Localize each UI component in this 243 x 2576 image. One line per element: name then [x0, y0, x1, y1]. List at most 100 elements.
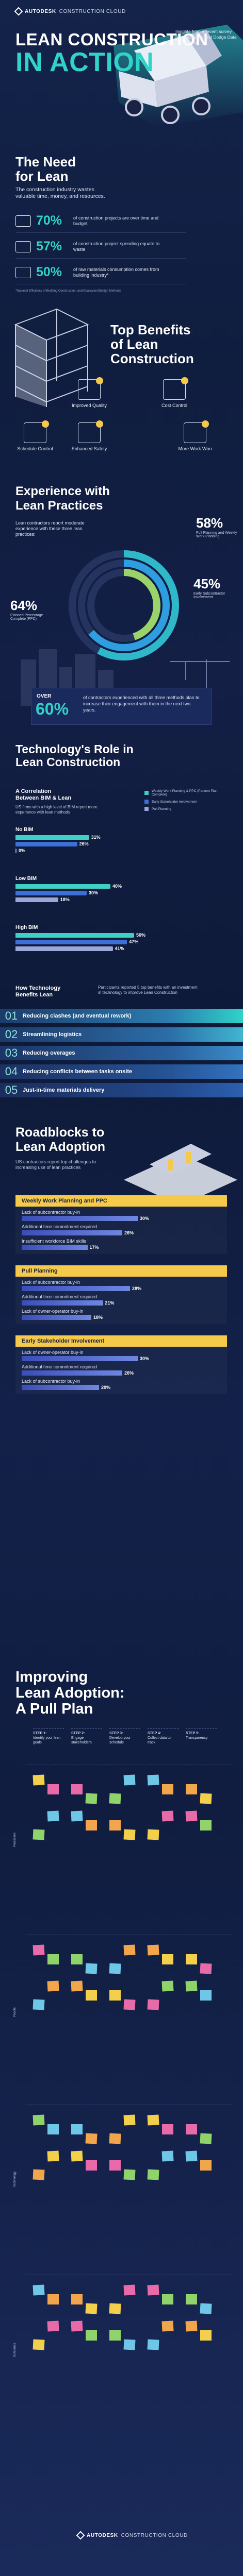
bim-bar: [15, 835, 89, 840]
roadblock-bar: [22, 1370, 122, 1376]
how-title-line2: Benefits Lean: [15, 992, 53, 998]
sticky-note: [109, 2133, 121, 2144]
tech-benefit-text: Streamlining logistics: [23, 1031, 82, 1038]
step-head: STEP 4: Collect data to track: [148, 1728, 179, 1745]
sticky-note: [47, 2320, 59, 2332]
sticky-note: [47, 2124, 59, 2134]
bim-group: Low BIM 40% 30% 18%: [15, 876, 232, 904]
sticky-note: [186, 2124, 197, 2134]
sticky-note: [162, 2294, 173, 2304]
sticky-note: [86, 1990, 97, 2001]
pull-plan-title: Improving Lean Adoption: A Pull Plan: [15, 1669, 125, 1717]
safety-icon: [78, 420, 103, 443]
sticky-note: [186, 1954, 197, 1964]
benefits-title-line3: Construction: [110, 351, 194, 366]
roadblock-bar: [22, 1245, 88, 1250]
roadblock-bar: [22, 1385, 99, 1390]
sticky-note: [147, 1774, 159, 1786]
autodesk-logo-icon: [14, 7, 23, 16]
experience-title-line1: Experience with: [15, 484, 110, 498]
sticky-note: [71, 2320, 83, 2332]
roadblock-value: 30%: [140, 1216, 150, 1221]
sticky-note: [123, 2339, 136, 2350]
roadblock-bar-row: 18%: [22, 1315, 227, 1320]
work-won-icon: [184, 420, 209, 443]
stat-value: 70%: [36, 213, 62, 228]
bim-bar-value: 47%: [129, 939, 139, 944]
sticky-note: [85, 1963, 98, 1974]
sticky-note: [86, 1820, 97, 1831]
pull-plan-row-label: Outcomes: [13, 2343, 17, 2357]
tech-title: Technology's Role in Lean Construction: [15, 743, 134, 769]
sticky-note: [123, 1999, 136, 2010]
roadblocks-intro: US contractors report top challenges to …: [15, 1159, 96, 1170]
quality-check-icon: [78, 377, 103, 400]
step-label: STEP 2:: [71, 1732, 85, 1735]
roadblock-bar-row: 26%: [22, 1230, 227, 1235]
ring-value: 64%: [10, 598, 38, 613]
sticky-note: [109, 2330, 121, 2341]
over-60-callout: OVER 60% of contractors experienced with…: [31, 688, 212, 725]
benefits-title-line1: Top Benefits: [110, 322, 191, 337]
sticky-note: [86, 2160, 97, 2171]
bim-bar-row: 26%: [15, 841, 232, 846]
bim-bar: [15, 848, 17, 853]
roadblock-label: Lack of subcontractor buy-in: [22, 1280, 80, 1285]
bim-bar-row: 41%: [15, 946, 232, 951]
pull-plan-step: STEP 1: Identify your lean goals: [33, 1728, 64, 1745]
stat-row: 57% of construction project spending equ…: [15, 239, 186, 259]
tech-title-line1: Technology's Role in: [15, 742, 134, 756]
roadblock-bar: [22, 1300, 103, 1306]
roadblock-label: Lack of owner-operator buy-in: [22, 1350, 84, 1355]
sticky-note: [47, 1954, 59, 1964]
roadblock-bar-row: 17%: [22, 1245, 227, 1250]
roadblock-value: 18%: [93, 1315, 103, 1320]
roadblock-value: 30%: [140, 1356, 150, 1361]
cost-control-icon: [163, 377, 188, 400]
sticky-note: [200, 1793, 212, 1804]
roadblock-value: 28%: [132, 1286, 142, 1291]
pull-plan-title-line1: Improving: [15, 1669, 88, 1685]
sticky-note: [33, 1944, 45, 1956]
sticky-note: [85, 2133, 98, 2144]
sticky-note: [147, 2339, 159, 2350]
step-desc: Engage stakeholders: [71, 1736, 92, 1744]
sticky-note: [200, 1963, 212, 1974]
sticky-note: [162, 2124, 173, 2134]
barrier-illustration: [119, 1123, 237, 1206]
bim-group-label: No BIM: [15, 827, 34, 833]
bim-bar: [15, 890, 87, 895]
bim-bar-row: 31%: [15, 835, 232, 840]
need-title-line2: for Lean: [15, 168, 69, 184]
sticky-note: [33, 2284, 45, 2296]
stat-value: 50%: [36, 265, 62, 279]
pull-plan-step: STEP 3: Develop your schedule: [109, 1728, 140, 1745]
benefit-more-work-won: More Work Won: [170, 420, 220, 451]
bim-bar-value: 31%: [91, 835, 101, 840]
sticky-note: [200, 1990, 212, 2001]
sticky-note: [33, 2169, 45, 2180]
over-value: 60%: [36, 700, 69, 718]
sticky-note: [109, 1963, 121, 1974]
sticky-note: [123, 2114, 136, 2126]
bim-bar-value: 30%: [89, 890, 99, 895]
ring-value: 45%: [193, 576, 221, 591]
sticky-note: [147, 2114, 159, 2126]
roadblock-bar: [22, 1356, 138, 1361]
stat-value: 57%: [36, 239, 62, 253]
bim-bar: [15, 946, 113, 951]
roadblock-label: Additional time commitment required: [22, 1294, 98, 1299]
tech-benefit-text: Reducing overages: [23, 1050, 75, 1056]
step-desc: Transparency: [186, 1736, 208, 1740]
roadblock-value: 26%: [124, 1230, 134, 1235]
how-desc: Participants reported 5 top benefits wit…: [98, 985, 198, 995]
stat-desc: of construction projects are over time a…: [73, 215, 159, 226]
roadblock-group: Pull Planning Lack of subcontractor buy-i…: [15, 1265, 227, 1324]
benefit-enhanced-safety: Enhanced Safety: [64, 420, 114, 451]
footer-brand: AUTODESK CONSTRUCTION CLOUD: [76, 2531, 188, 2540]
bim-bar-value: 40%: [112, 884, 122, 889]
footer-brand-name: AUTODESK: [87, 2532, 118, 2538]
tech-benefit-number: 03: [5, 1046, 18, 1059]
tech-benefit-row: 01 Reducing clashes (and eventual rework…: [0, 1009, 243, 1023]
legend-swatch: [144, 800, 149, 804]
